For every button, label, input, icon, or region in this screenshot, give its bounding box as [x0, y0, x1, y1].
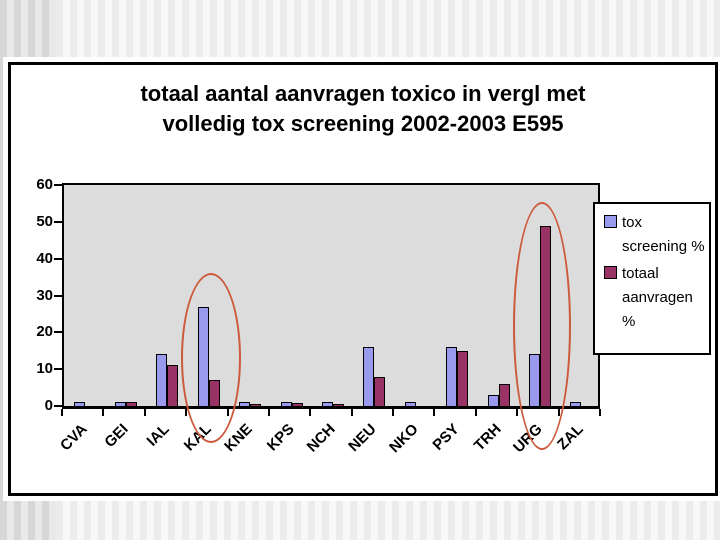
- y-axis-label-60: 60: [36, 176, 53, 193]
- bar-totaal-aanvragen-NEU: [374, 377, 385, 406]
- bar-totaal-aanvragen-PSY: [457, 351, 468, 406]
- bar-tox-screening-NCH: [322, 402, 333, 406]
- x-axis-tick: [516, 409, 518, 416]
- legend-label-tox-screening: tox screening %: [622, 214, 705, 255]
- bar-tox-screening-NEU: [363, 347, 374, 406]
- x-axis-tick: [102, 409, 104, 416]
- legend-swatch-totaal-aanvragen: [604, 266, 617, 279]
- y-axis-label-40: 40: [36, 250, 53, 267]
- x-axis-tick: [351, 409, 353, 416]
- x-axis-tick: [268, 409, 270, 416]
- y-axis-label-50: 50: [36, 213, 53, 230]
- bar-totaal-aanvragen-GEI: [126, 402, 137, 406]
- x-axis-tick: [392, 409, 394, 416]
- y-axis-tick: [54, 295, 62, 297]
- x-axis-tick: [309, 409, 311, 416]
- chart-title-line-1: totaal aantal aanvragen toxico in vergl …: [140, 81, 586, 106]
- y-axis-label-30: 30: [36, 287, 53, 304]
- bar-totaal-aanvragen-NCH: [333, 404, 344, 406]
- x-axis-tick: [61, 409, 63, 416]
- bar-tox-screening-TRH: [488, 395, 499, 406]
- x-axis-tick: [144, 409, 146, 416]
- bar-tox-screening-KAL: [198, 307, 209, 406]
- bar-totaal-aanvragen-TRH: [499, 384, 510, 406]
- y-axis-tick: [54, 184, 62, 186]
- legend-swatch-tox-screening: [604, 215, 617, 228]
- bar-tox-screening-CVA: [74, 402, 85, 406]
- bar-totaal-aanvragen-KAL: [209, 380, 220, 406]
- bar-tox-screening-IAL: [156, 354, 167, 406]
- y-axis-tick: [54, 368, 62, 370]
- bar-totaal-aanvragen-KPS: [292, 403, 303, 406]
- bar-tox-screening-KNE: [239, 402, 250, 406]
- y-axis-tick: [54, 331, 62, 333]
- legend-label-totaal-aanvragen: totaal aanvragen %: [622, 265, 693, 330]
- bar-totaal-aanvragen-URG: [540, 226, 551, 406]
- y-axis-tick: [54, 258, 62, 260]
- bar-totaal-aanvragen-KNE: [250, 404, 261, 406]
- bar-tox-screening-NKO: [405, 402, 416, 406]
- bar-tox-screening-KPS: [281, 402, 292, 406]
- legend-item-tox-screening: tox screening %: [604, 211, 707, 259]
- x-axis-tick: [599, 409, 601, 416]
- bar-tox-screening-PSY: [446, 347, 457, 406]
- y-axis-label-0: 0: [44, 397, 53, 414]
- bar-totaal-aanvragen-IAL: [167, 365, 178, 406]
- bar-tox-screening-ZAL: [570, 402, 581, 406]
- chart-title-line-2: volledig tox screening 2002-2003 E595: [162, 110, 564, 136]
- bar-tox-screening-URG: [529, 354, 540, 406]
- chart-title: totaal aantal aanvragen toxico in vergl …: [11, 79, 715, 138]
- x-axis-tick: [558, 409, 560, 416]
- y-axis-label-10: 10: [36, 360, 53, 377]
- x-axis-tick: [475, 409, 477, 416]
- x-axis-tick: [227, 409, 229, 416]
- chart-legend: tox screening % totaal aanvragen %: [593, 202, 711, 355]
- y-axis-tick: [54, 221, 62, 223]
- slide-content-box: totaal aantal aanvragen toxico in vergl …: [8, 62, 718, 496]
- plot-area: [62, 183, 600, 409]
- legend-item-totaal-aanvragen: totaal aanvragen %: [604, 262, 707, 334]
- y-axis-label-20: 20: [36, 323, 53, 340]
- x-axis-tick: [185, 409, 187, 416]
- x-axis-tick: [433, 409, 435, 416]
- y-axis-tick: [54, 405, 62, 407]
- bar-tox-screening-GEI: [115, 402, 126, 406]
